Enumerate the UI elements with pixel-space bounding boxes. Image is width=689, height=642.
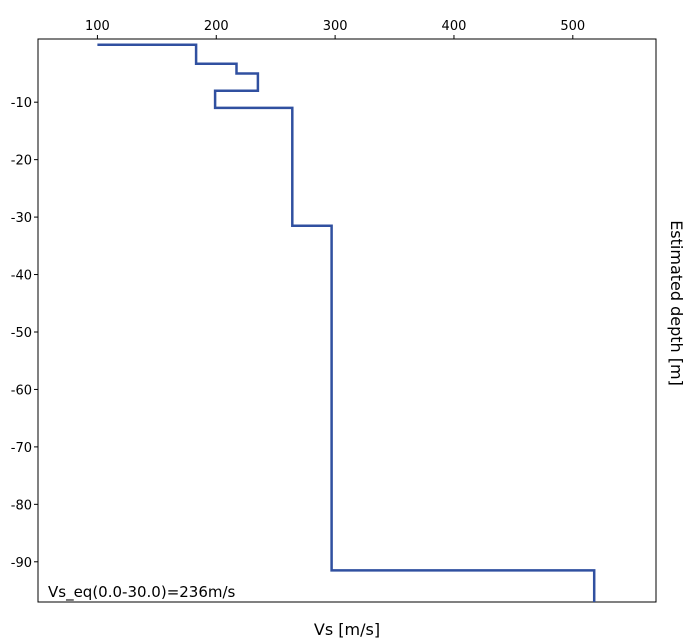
- y-tick-label: -10: [11, 96, 32, 111]
- y-tick-label: -60: [11, 383, 32, 398]
- y-tick-label: -40: [11, 269, 32, 284]
- y-tick-label: -20: [11, 154, 32, 169]
- y-tick-label: -90: [11, 556, 32, 571]
- x-axis-title: Vs [m/s]: [314, 620, 380, 639]
- y-tick-label: -80: [11, 498, 32, 513]
- x-tick-label: 100: [85, 19, 110, 34]
- y-tick-label: -30: [11, 211, 32, 226]
- x-tick-label: 400: [442, 19, 467, 34]
- y-tick-label: -50: [11, 326, 32, 341]
- y-tick-label: -70: [11, 441, 32, 456]
- x-tick-label: 300: [323, 19, 348, 34]
- plot-area: [37, 38, 657, 603]
- x-axis-ticks: 100 200 300 400 500: [85, 19, 585, 39]
- x-tick-label: 500: [560, 19, 585, 34]
- y-axis-title: Estimated depth [m]: [667, 220, 686, 386]
- y-axis-ticks: -10 -20 -30 -40 -50 -60 -70 -80 -90: [11, 96, 38, 571]
- vs-profile-line: [97, 43, 596, 602]
- vs-eq-annotation: Vs_eq(0.0-30.0)=236m/s: [48, 583, 236, 602]
- x-tick-label: 200: [204, 19, 229, 34]
